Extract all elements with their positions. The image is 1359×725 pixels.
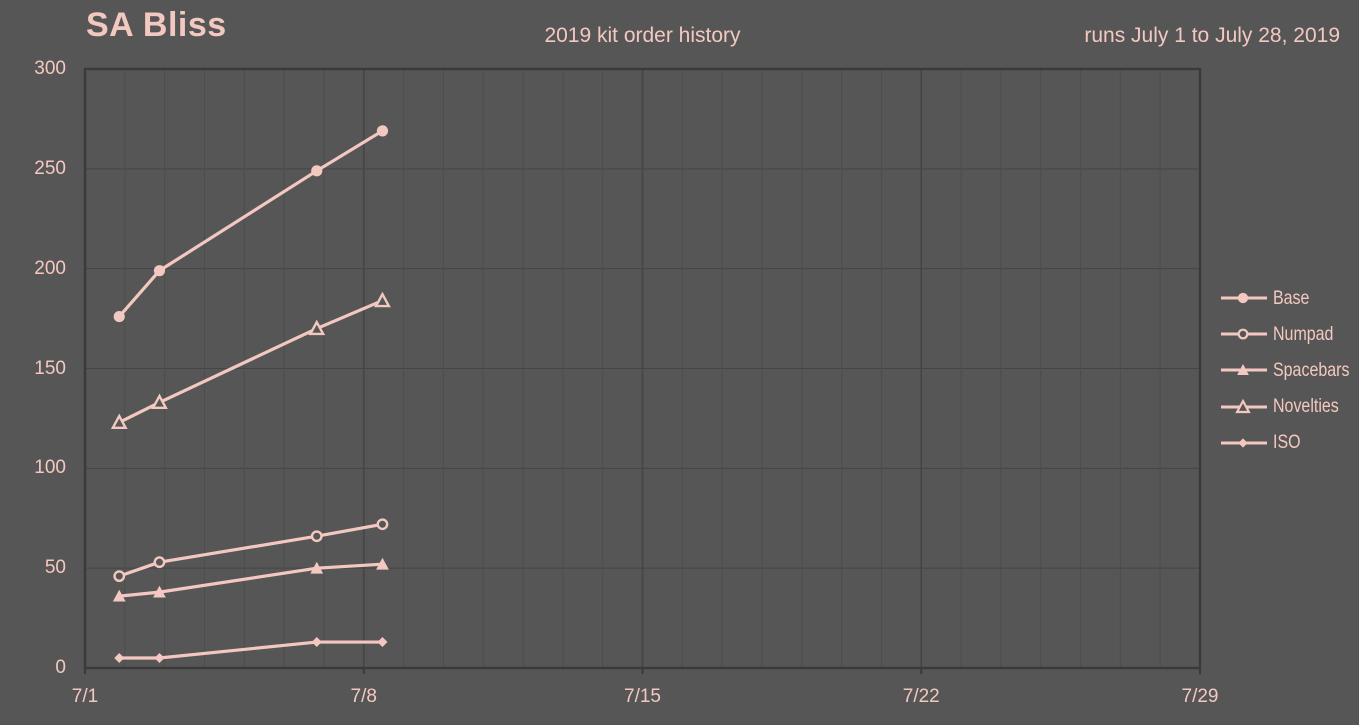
open-triangle-legend-icon (1221, 398, 1267, 413)
series-numpad-line (117, 522, 385, 578)
series-iso-marker (377, 637, 388, 648)
legend-label: Numpad (1273, 322, 1334, 345)
legend-label: Novelties (1273, 395, 1339, 418)
y-axis-tick-label: 100 (34, 457, 66, 479)
series-novelties-marker (151, 393, 168, 410)
series-numpad-marker (153, 556, 166, 569)
x-axis-tick-label: 7/8 (350, 686, 377, 707)
chart-subtitle: 2019 kit order history (544, 24, 741, 47)
series-spacebars-marker (310, 561, 324, 574)
legend-item-base: Base (1221, 280, 1359, 316)
filled-circle-legend-icon (1221, 292, 1267, 304)
series-base-marker (113, 310, 125, 323)
open-circle-legend-icon (1221, 328, 1267, 340)
filled-diamond-legend-icon (1221, 438, 1267, 448)
series-iso-marker (311, 637, 322, 648)
y-axis-tick-label: 0 (55, 657, 66, 678)
plot-border (83, 67, 1202, 670)
y-axis-tick-label: 200 (34, 257, 66, 279)
series-base-marker (311, 165, 323, 177)
series-base-marker (153, 265, 166, 277)
series-base-line (117, 129, 385, 319)
legend-item-iso: ISO (1221, 425, 1359, 461)
series-novelties-line (117, 299, 385, 425)
legend-label: Base (1273, 286, 1310, 309)
series-numpad-marker (113, 570, 126, 582)
date-range-note: runs July 1 to July 28, 2019 (1084, 24, 1340, 47)
filled-triangle-legend-icon (1221, 364, 1267, 376)
series-novelties-marker (110, 413, 128, 430)
series-iso-marker (114, 653, 125, 664)
series-base-marker (376, 125, 389, 137)
series-spacebars-marker (376, 557, 389, 570)
series-iso-marker (154, 653, 165, 664)
series-spacebars-line (117, 562, 385, 598)
x-axis-tick-label: 7/29 (1181, 686, 1219, 707)
chart-title: SA Bliss (86, 6, 227, 44)
series-numpad-marker (310, 530, 323, 543)
series-spacebars-marker (112, 589, 126, 602)
series-iso-line (117, 640, 385, 660)
series-numpad-marker (376, 518, 389, 531)
legend-item-numpad: Numpad (1221, 316, 1359, 352)
y-axis-tick-label: 300 (34, 58, 66, 79)
x-axis-tick-label: 7/15 (624, 686, 661, 707)
series-novelties-marker (374, 291, 391, 308)
y-axis-tick-label: 50 (44, 557, 66, 579)
legend-label: Spacebars (1273, 358, 1350, 381)
legend-item-spacebars: Spacebars (1221, 352, 1359, 388)
x-axis-tick-label: 7/22 (902, 686, 940, 707)
legend-label: ISO (1273, 431, 1301, 454)
legend-item-novelties: Novelties (1221, 389, 1359, 425)
series-spacebars-marker (153, 585, 166, 598)
x-axis-tick-label: 7/1 (71, 686, 99, 707)
chart-legend: Base Numpad Spacebars Novelties ISO (1221, 280, 1359, 461)
series-novelties-marker (308, 319, 326, 336)
y-axis-tick-label: 250 (34, 157, 66, 179)
y-axis-tick-label: 150 (34, 357, 66, 379)
